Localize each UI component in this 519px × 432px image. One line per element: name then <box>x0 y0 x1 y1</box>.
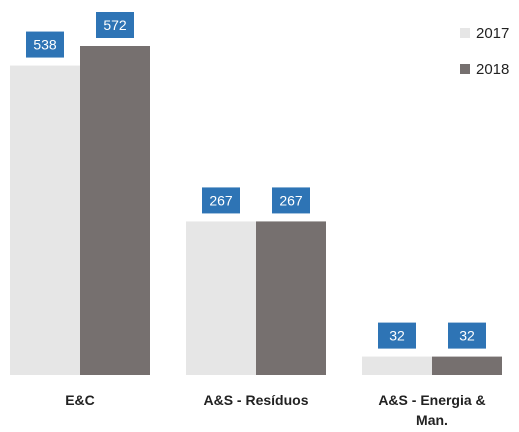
data-label-2017-0: 538 <box>26 31 64 58</box>
data-label-box <box>448 322 486 349</box>
legend: 2017 2018 <box>460 25 509 78</box>
legend-item-2018: 2018 <box>460 61 509 78</box>
bar-2017-2 <box>362 356 432 375</box>
data-label-2017-2: 32 <box>378 322 416 349</box>
data-label-box <box>26 31 64 58</box>
data-label-text: 32 <box>459 328 475 344</box>
category-label-2: Man. <box>416 412 448 428</box>
category-labels: E&C A&S - Resíduos A&S - Energia & Man. <box>65 392 485 428</box>
data-label-text: 267 <box>279 192 303 208</box>
bar-2017-1 <box>186 221 256 375</box>
legend-label: 2017 <box>476 25 509 42</box>
bars-group: 538 572 267 267 32 32 <box>10 12 502 376</box>
legend-label: 2018 <box>476 61 509 78</box>
legend-swatch <box>460 28 470 38</box>
category-label-2: A&S - Energia & <box>378 392 485 408</box>
bar-2017-0 <box>10 65 80 376</box>
data-label-box <box>272 187 310 214</box>
data-label-box <box>202 187 240 214</box>
bar-2018-2 <box>432 356 502 375</box>
legend-item-2017: 2017 <box>460 25 509 42</box>
category-label-1: A&S - Resíduos <box>203 392 308 408</box>
data-label-text: 572 <box>103 17 127 33</box>
data-label-box <box>96 12 134 38</box>
data-label-2017-1: 267 <box>202 187 240 214</box>
bar-2018-0 <box>80 46 150 375</box>
data-label-text: 267 <box>209 192 233 208</box>
category-label-0: E&C <box>65 392 95 408</box>
bar-2018-1 <box>256 221 326 375</box>
data-label-text: 32 <box>389 328 405 344</box>
data-label-text: 538 <box>33 37 57 53</box>
data-label-2018-2: 32 <box>448 322 486 349</box>
data-label-2018-0: 572 <box>96 12 134 38</box>
legend-swatch <box>460 64 470 74</box>
data-label-2018-1: 267 <box>272 187 310 214</box>
data-label-box <box>378 322 416 349</box>
